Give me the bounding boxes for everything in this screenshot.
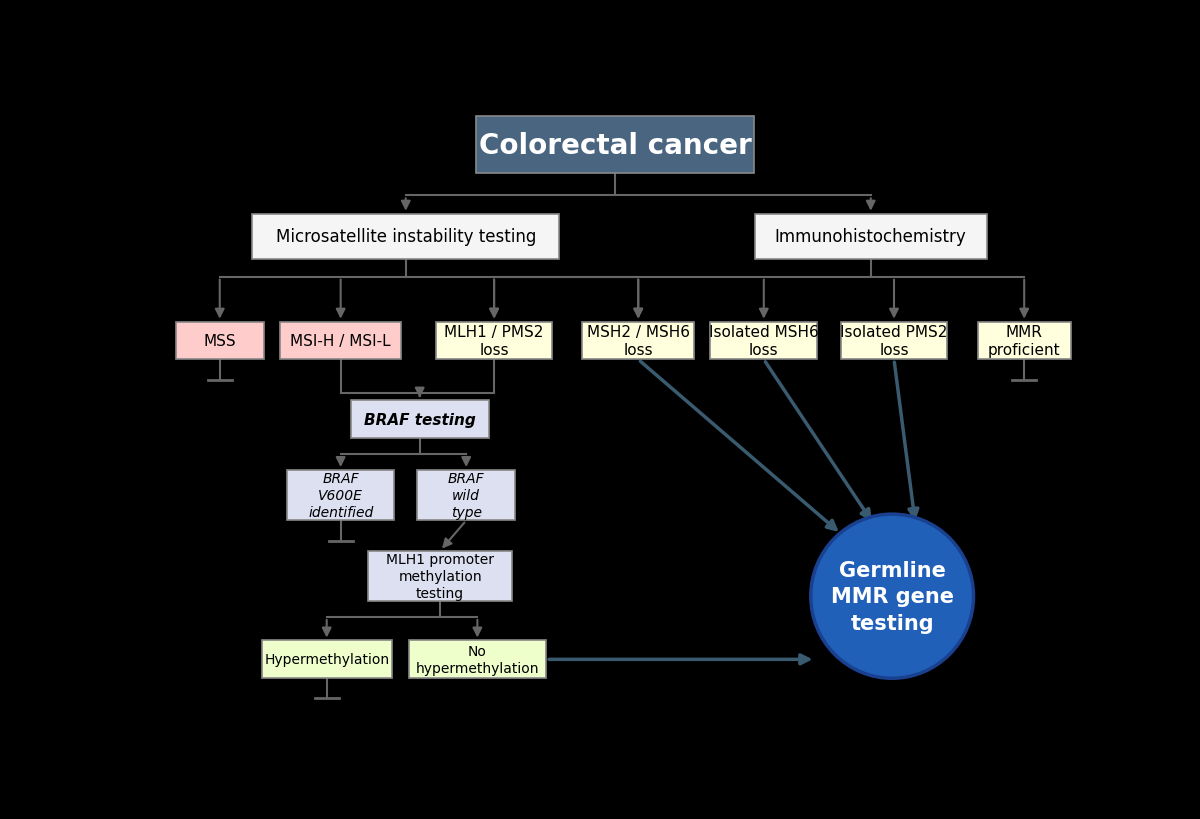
- FancyBboxPatch shape: [252, 215, 559, 260]
- FancyBboxPatch shape: [408, 640, 546, 678]
- Text: MMR
proficient: MMR proficient: [988, 324, 1061, 358]
- FancyBboxPatch shape: [978, 322, 1070, 360]
- Text: Isolated MSH6
loss: Isolated MSH6 loss: [709, 324, 818, 358]
- Text: Colorectal cancer: Colorectal cancer: [479, 132, 751, 160]
- Text: MSI-H / MSI-L: MSI-H / MSI-L: [290, 333, 391, 349]
- FancyBboxPatch shape: [710, 322, 817, 360]
- FancyBboxPatch shape: [418, 470, 515, 521]
- FancyBboxPatch shape: [582, 322, 694, 360]
- FancyBboxPatch shape: [175, 322, 264, 360]
- FancyBboxPatch shape: [350, 401, 488, 439]
- FancyBboxPatch shape: [840, 322, 948, 360]
- FancyBboxPatch shape: [287, 470, 394, 521]
- FancyBboxPatch shape: [475, 117, 755, 174]
- Text: BRAF testing: BRAF testing: [364, 413, 475, 428]
- FancyBboxPatch shape: [281, 322, 401, 360]
- Text: BRAF
V600E
identified: BRAF V600E identified: [308, 471, 373, 520]
- Text: Hypermethylation: Hypermethylation: [264, 653, 389, 667]
- Text: MSS: MSS: [204, 333, 236, 349]
- Text: BRAF
wild
type: BRAF wild type: [448, 471, 485, 520]
- Text: Microsatellite instability testing: Microsatellite instability testing: [276, 228, 536, 246]
- Text: No
hypermethylation: No hypermethylation: [415, 644, 539, 675]
- Text: Germline
MMR gene
testing: Germline MMR gene testing: [830, 560, 954, 633]
- Text: MLH1 / PMS2
loss: MLH1 / PMS2 loss: [444, 324, 544, 358]
- Text: Isolated PMS2
loss: Isolated PMS2 loss: [840, 324, 948, 358]
- Text: Immunohistochemistry: Immunohistochemistry: [775, 228, 967, 246]
- FancyBboxPatch shape: [368, 551, 512, 601]
- Text: MSH2 / MSH6
loss: MSH2 / MSH6 loss: [587, 324, 690, 358]
- Ellipse shape: [811, 514, 973, 678]
- FancyBboxPatch shape: [755, 215, 986, 260]
- FancyBboxPatch shape: [262, 640, 391, 678]
- Text: MLH1 promoter
methylation
testing: MLH1 promoter methylation testing: [386, 552, 494, 600]
- FancyBboxPatch shape: [436, 322, 552, 360]
